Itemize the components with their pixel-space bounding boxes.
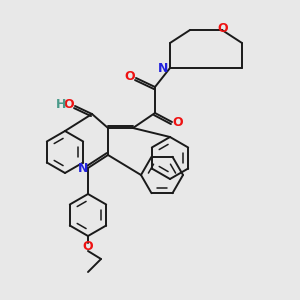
Text: O: O (173, 116, 183, 130)
Text: O: O (125, 70, 135, 83)
Text: N: N (78, 163, 88, 176)
Text: O: O (218, 22, 228, 35)
Text: H: H (56, 98, 66, 112)
Text: O: O (64, 98, 74, 112)
Text: O: O (83, 239, 93, 253)
Text: N: N (158, 61, 168, 74)
